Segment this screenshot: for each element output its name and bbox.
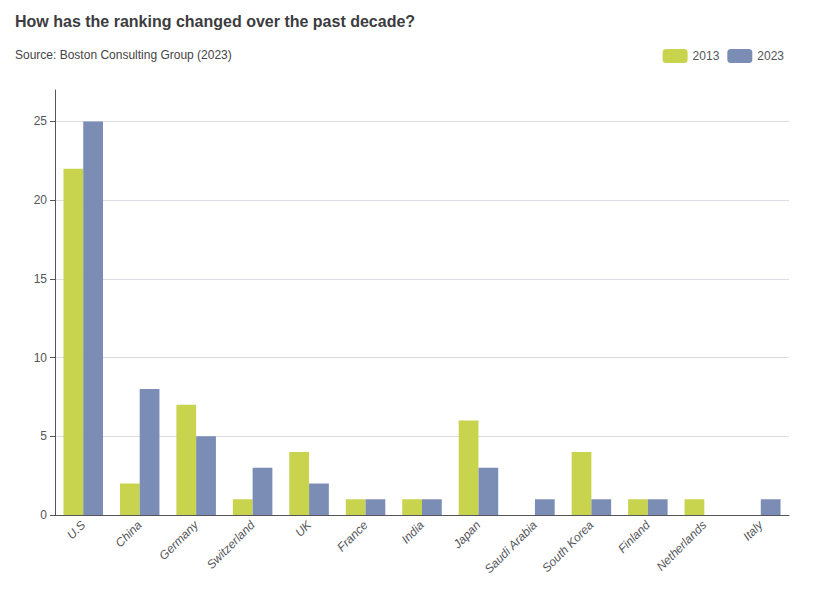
svg-text:0: 0 bbox=[40, 508, 47, 522]
svg-text:Saudi Arabia: Saudi Arabia bbox=[482, 518, 540, 576]
svg-text:South Korea: South Korea bbox=[539, 518, 596, 575]
svg-text:Source: Boston Consulting Grou: Source: Boston Consulting Group (2023) bbox=[15, 48, 232, 62]
svg-text:Japan: Japan bbox=[450, 518, 484, 552]
svg-text:2013: 2013 bbox=[693, 49, 720, 63]
svg-text:25: 25 bbox=[34, 114, 48, 128]
svg-text:Netherlands: Netherlands bbox=[654, 518, 710, 574]
svg-text:UK: UK bbox=[292, 517, 314, 539]
svg-text:How has the ranking changed ov: How has the ranking changed over the pas… bbox=[15, 13, 415, 30]
svg-text:Italy: Italy bbox=[740, 517, 766, 543]
svg-text:15: 15 bbox=[34, 272, 48, 286]
svg-text:U.S: U.S bbox=[64, 518, 88, 542]
svg-text:Finland: Finland bbox=[615, 518, 653, 556]
svg-text:Switzerland: Switzerland bbox=[204, 518, 258, 572]
svg-text:2023: 2023 bbox=[757, 49, 784, 63]
svg-text:5: 5 bbox=[40, 429, 47, 443]
svg-text:China: China bbox=[113, 518, 145, 550]
svg-text:India: India bbox=[399, 518, 428, 547]
svg-text:France: France bbox=[334, 518, 371, 555]
svg-text:Germany: Germany bbox=[156, 517, 201, 562]
svg-text:10: 10 bbox=[34, 351, 48, 365]
svg-text:20: 20 bbox=[34, 193, 48, 207]
